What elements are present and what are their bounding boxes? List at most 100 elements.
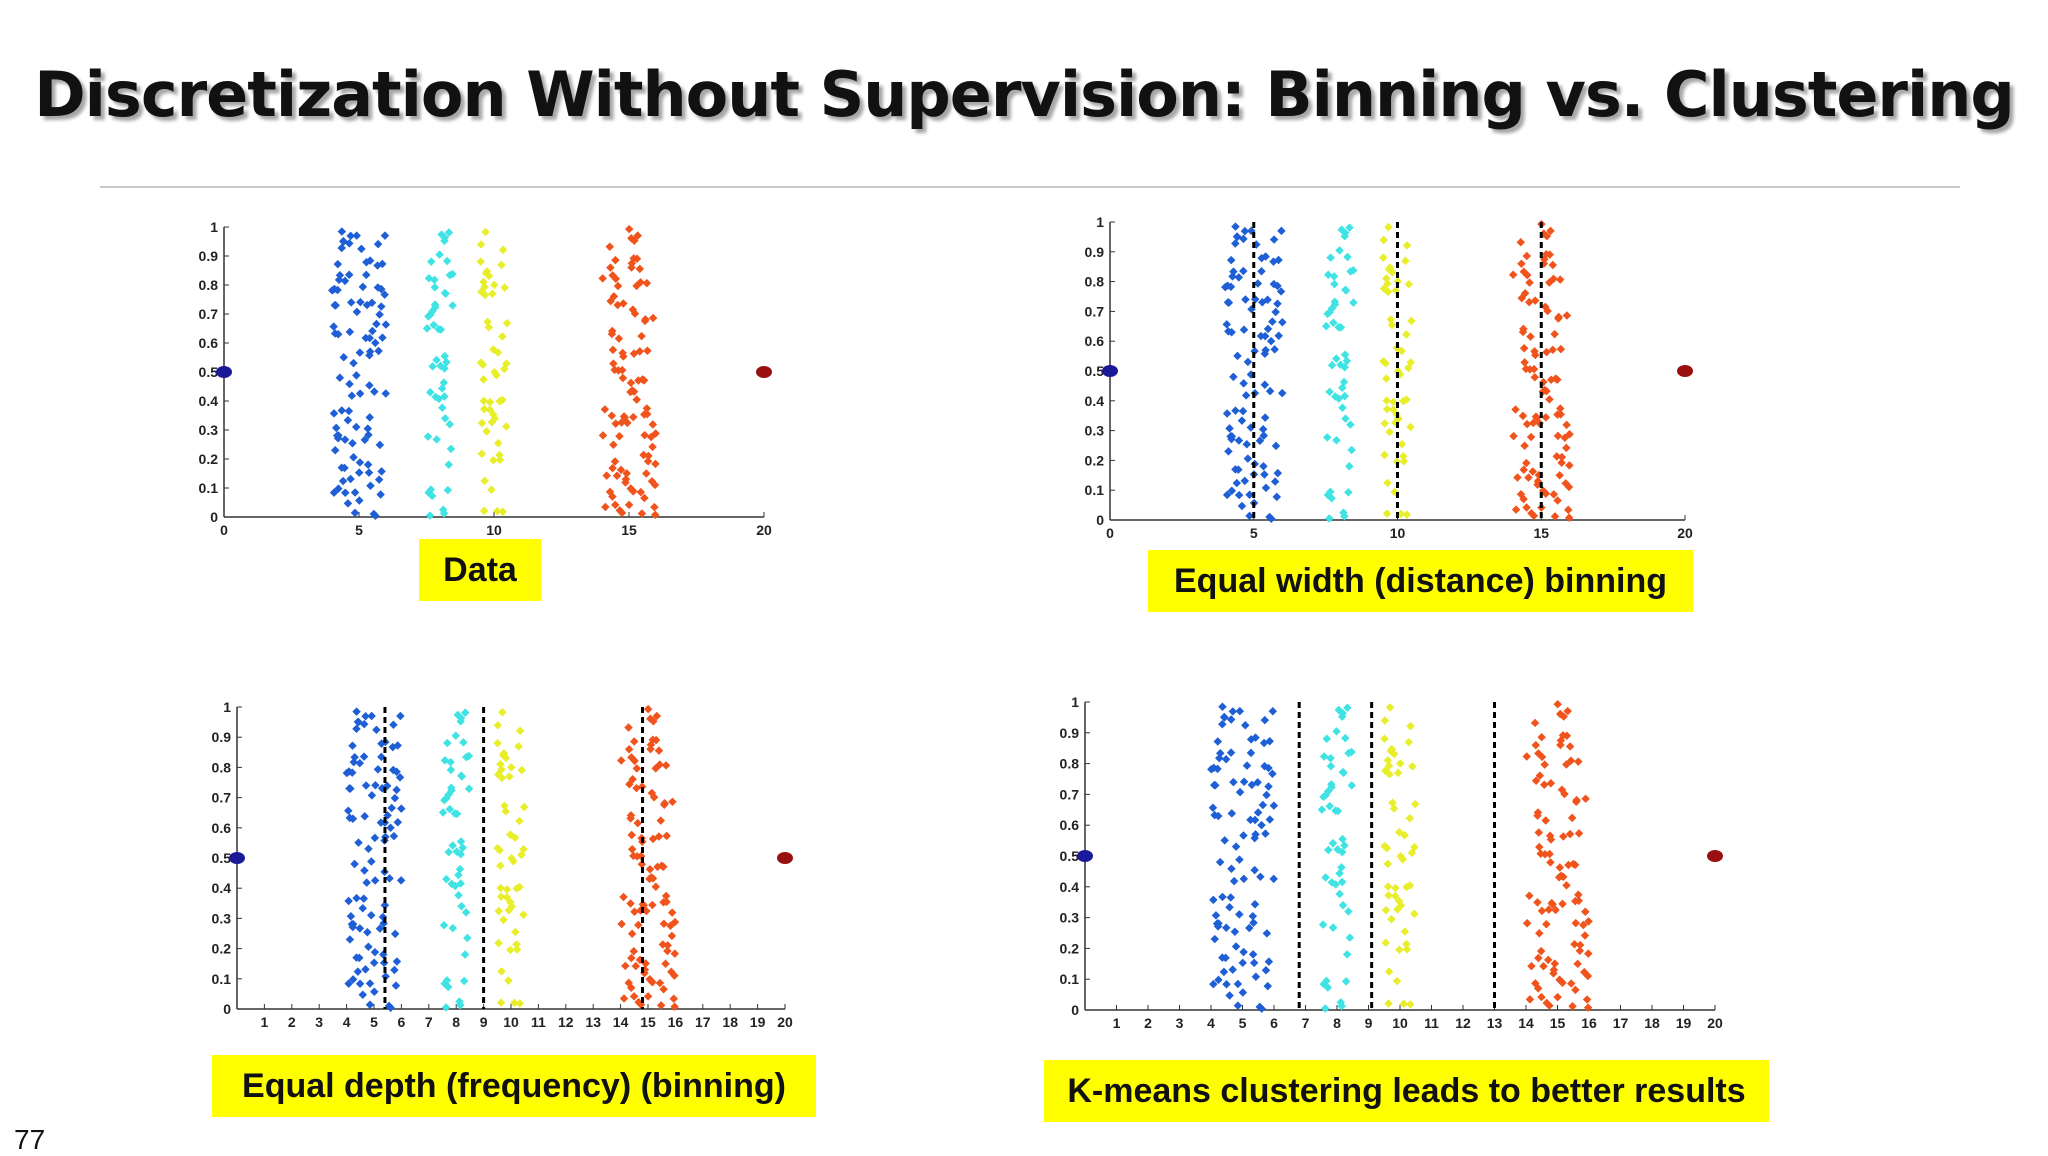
data-point-orange	[1571, 797, 1581, 806]
y-tick-label: 0.7	[1060, 786, 1080, 802]
data-point-yellow	[1384, 999, 1393, 1008]
data-point-blue	[332, 423, 341, 433]
data-point-yellow	[1402, 945, 1412, 954]
data-point-cyan	[440, 233, 450, 242]
data-point-orange	[643, 704, 653, 714]
data-point-orange	[629, 992, 639, 1001]
data-point-blue	[1231, 942, 1241, 951]
y-tick-label: 0.2	[212, 941, 232, 957]
data-point-orange	[626, 484, 636, 493]
data-point-orange	[1511, 405, 1520, 414]
data-point-blue	[380, 901, 390, 910]
data-point-blue	[1233, 979, 1243, 989]
data-point-blue	[1241, 721, 1250, 730]
data-point-orange	[600, 405, 610, 414]
data-point-yellow	[1384, 222, 1393, 232]
data-point-orange	[660, 800, 669, 810]
data-point-blue	[1227, 864, 1236, 874]
data-point-blue	[1256, 872, 1265, 882]
x-tick-label: 5	[1239, 1015, 1247, 1031]
data-point-blue	[337, 243, 346, 253]
data-point-blue	[1243, 454, 1253, 463]
x-tick-label: 12	[558, 1014, 574, 1030]
data-point-orange	[642, 409, 652, 419]
data-point-cyan	[443, 485, 453, 495]
data-point-blue	[348, 741, 357, 750]
x-tick-label: 1	[261, 1014, 269, 1030]
data-point-yellow	[1384, 891, 1393, 900]
data-point-blue	[396, 711, 405, 721]
data-point-cyan	[440, 351, 449, 361]
data-point-blue	[1209, 895, 1218, 905]
x-tick-label: 20	[1707, 1015, 1723, 1031]
data-point-cyan	[448, 269, 457, 279]
data-point-blue	[348, 814, 358, 823]
data-point-orange	[624, 224, 634, 234]
data-point-cyan	[458, 843, 467, 852]
data-point-yellow	[496, 883, 505, 893]
data-point-blue	[369, 958, 379, 967]
data-point-orange	[1535, 842, 1544, 852]
data-point-blue	[365, 979, 375, 988]
data-point-cyan	[1344, 907, 1353, 916]
x-tick-label: 0	[1106, 525, 1114, 541]
data-point-blue	[1239, 831, 1248, 840]
data-point-orange	[632, 395, 641, 404]
data-point-cyan	[1332, 727, 1341, 736]
data-point-blue	[355, 348, 365, 357]
data-point-cyan	[440, 414, 450, 423]
data-point-orange	[1555, 975, 1564, 984]
data-point-yellow	[515, 726, 525, 736]
data-point-blue	[1245, 511, 1254, 521]
caption-data: Data	[419, 539, 541, 601]
data-point-blue	[1268, 317, 1277, 326]
data-point-yellow	[1391, 883, 1400, 893]
data-point-yellow	[497, 260, 506, 270]
data-point-cyan	[1323, 433, 1332, 442]
data-point-orange	[650, 480, 660, 490]
y-tick-label: 1	[1071, 694, 1079, 710]
data-point-orange	[1556, 410, 1565, 419]
data-point-blue	[1242, 761, 1252, 770]
data-point-orange	[1574, 829, 1584, 838]
data-point-blue	[1270, 345, 1279, 354]
data-point-orange	[642, 404, 652, 413]
y-tick-label: 0.2	[1060, 940, 1080, 956]
data-point-orange	[613, 281, 623, 291]
data-point-orange	[1516, 238, 1526, 247]
data-point-orange	[601, 502, 610, 512]
data-point-blue	[354, 838, 363, 847]
data-point-cyan	[1349, 298, 1358, 307]
data-point-orange	[1571, 985, 1580, 995]
data-point-orange	[1553, 699, 1562, 709]
data-point-cyan	[1317, 805, 1327, 814]
data-point-blue	[1226, 748, 1236, 757]
data-point-yellow	[507, 902, 517, 911]
data-point-yellow	[1404, 363, 1413, 373]
x-tick-label: 15	[621, 522, 637, 538]
data-point-yellow	[505, 772, 514, 781]
data-point-blue	[371, 338, 380, 348]
data-point-orange	[1533, 898, 1542, 907]
data-point-blue	[365, 381, 374, 390]
data-point-blue	[1239, 777, 1249, 787]
data-point-blue	[352, 953, 361, 962]
data-point-blue	[387, 803, 396, 813]
data-point-blue	[345, 327, 355, 337]
data-point-blue	[349, 757, 359, 767]
data-point-blue	[331, 445, 340, 455]
x-tick-label: 6	[1270, 1015, 1278, 1031]
data-point-orange	[644, 451, 653, 461]
data-point-orange	[654, 746, 664, 755]
data-point-orange	[639, 376, 649, 385]
caption-kmeans: K-means clustering leads to better resul…	[1044, 1060, 1769, 1122]
data-point-orange	[605, 487, 615, 497]
data-point-cyan	[1321, 873, 1330, 882]
data-point-blue	[355, 924, 365, 933]
data-point-blue	[1238, 406, 1248, 416]
data-point-orange	[648, 313, 658, 323]
data-point-blue	[363, 424, 373, 433]
data-point-orange	[1553, 992, 1562, 1002]
scatter-plot-kmeans: 00.10.20.30.40.50.60.70.80.911 2 3 4 5 6 7 8 9 10…	[1060, 694, 1723, 1031]
data-point-yellow	[1386, 315, 1395, 324]
